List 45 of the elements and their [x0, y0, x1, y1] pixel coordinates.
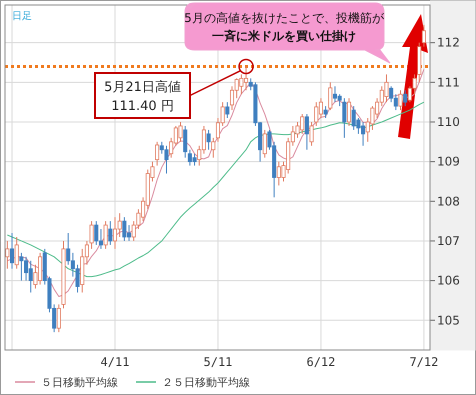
candlestick: [384, 74, 389, 103]
y-tick-label: 110: [437, 114, 460, 129]
legend-label: ２５日移動平均線: [162, 376, 250, 389]
candlestick: [211, 137, 216, 158]
candlestick: [112, 216, 118, 250]
candlestick: [328, 82, 332, 111]
y-tick-label: 107: [437, 234, 460, 248]
candlestick: [183, 125, 188, 158]
x-tick-label: 6/12: [306, 355, 336, 369]
candlestick: [206, 129, 211, 150]
candlestick: [5, 240, 10, 270]
x-tick-label: 7/12: [409, 355, 438, 369]
y-tick-label: 105: [437, 313, 460, 328]
candlestick: [56, 304, 61, 333]
candlestick: [90, 220, 94, 250]
candlestick: [10, 232, 14, 270]
candlestick: [403, 90, 408, 107]
y-tick-label: 108: [437, 194, 460, 208]
candlestick: [422, 24, 426, 48]
candlestick: [324, 106, 328, 119]
candlestick: [262, 129, 267, 158]
candlestick: [342, 98, 346, 138]
y-tick-label: 111: [437, 75, 460, 90]
annotation: 日足: [12, 11, 32, 22]
candlestick: [304, 114, 309, 150]
candlestick: [104, 220, 108, 250]
y-tick-label: 106: [437, 274, 460, 288]
candlestick: [164, 145, 169, 174]
annotation: 5月21日高値 111.40 円: [104, 79, 181, 114]
candlestick: [346, 98, 352, 126]
x-tick-label: 5/11: [204, 355, 232, 369]
candlestick: [332, 86, 338, 103]
legend-label: ５日移動平均線: [41, 376, 118, 389]
y-tick-label: 109: [437, 154, 460, 169]
candlestick: [225, 102, 230, 119]
candlestick: [155, 141, 160, 166]
candlestick: [14, 236, 19, 270]
candlestick: [178, 121, 183, 142]
candlestick: [398, 90, 403, 111]
annotation: 5月の高値を抜けたことで、投機筋が一斉に米ドルを買い仕掛け: [184, 11, 385, 43]
candlestick: [310, 121, 314, 146]
y-tick-label: 112: [437, 36, 460, 50]
x-tick-label: 4/11: [100, 355, 130, 369]
candlestick: [108, 220, 112, 246]
line-series: [6, 68, 424, 297]
